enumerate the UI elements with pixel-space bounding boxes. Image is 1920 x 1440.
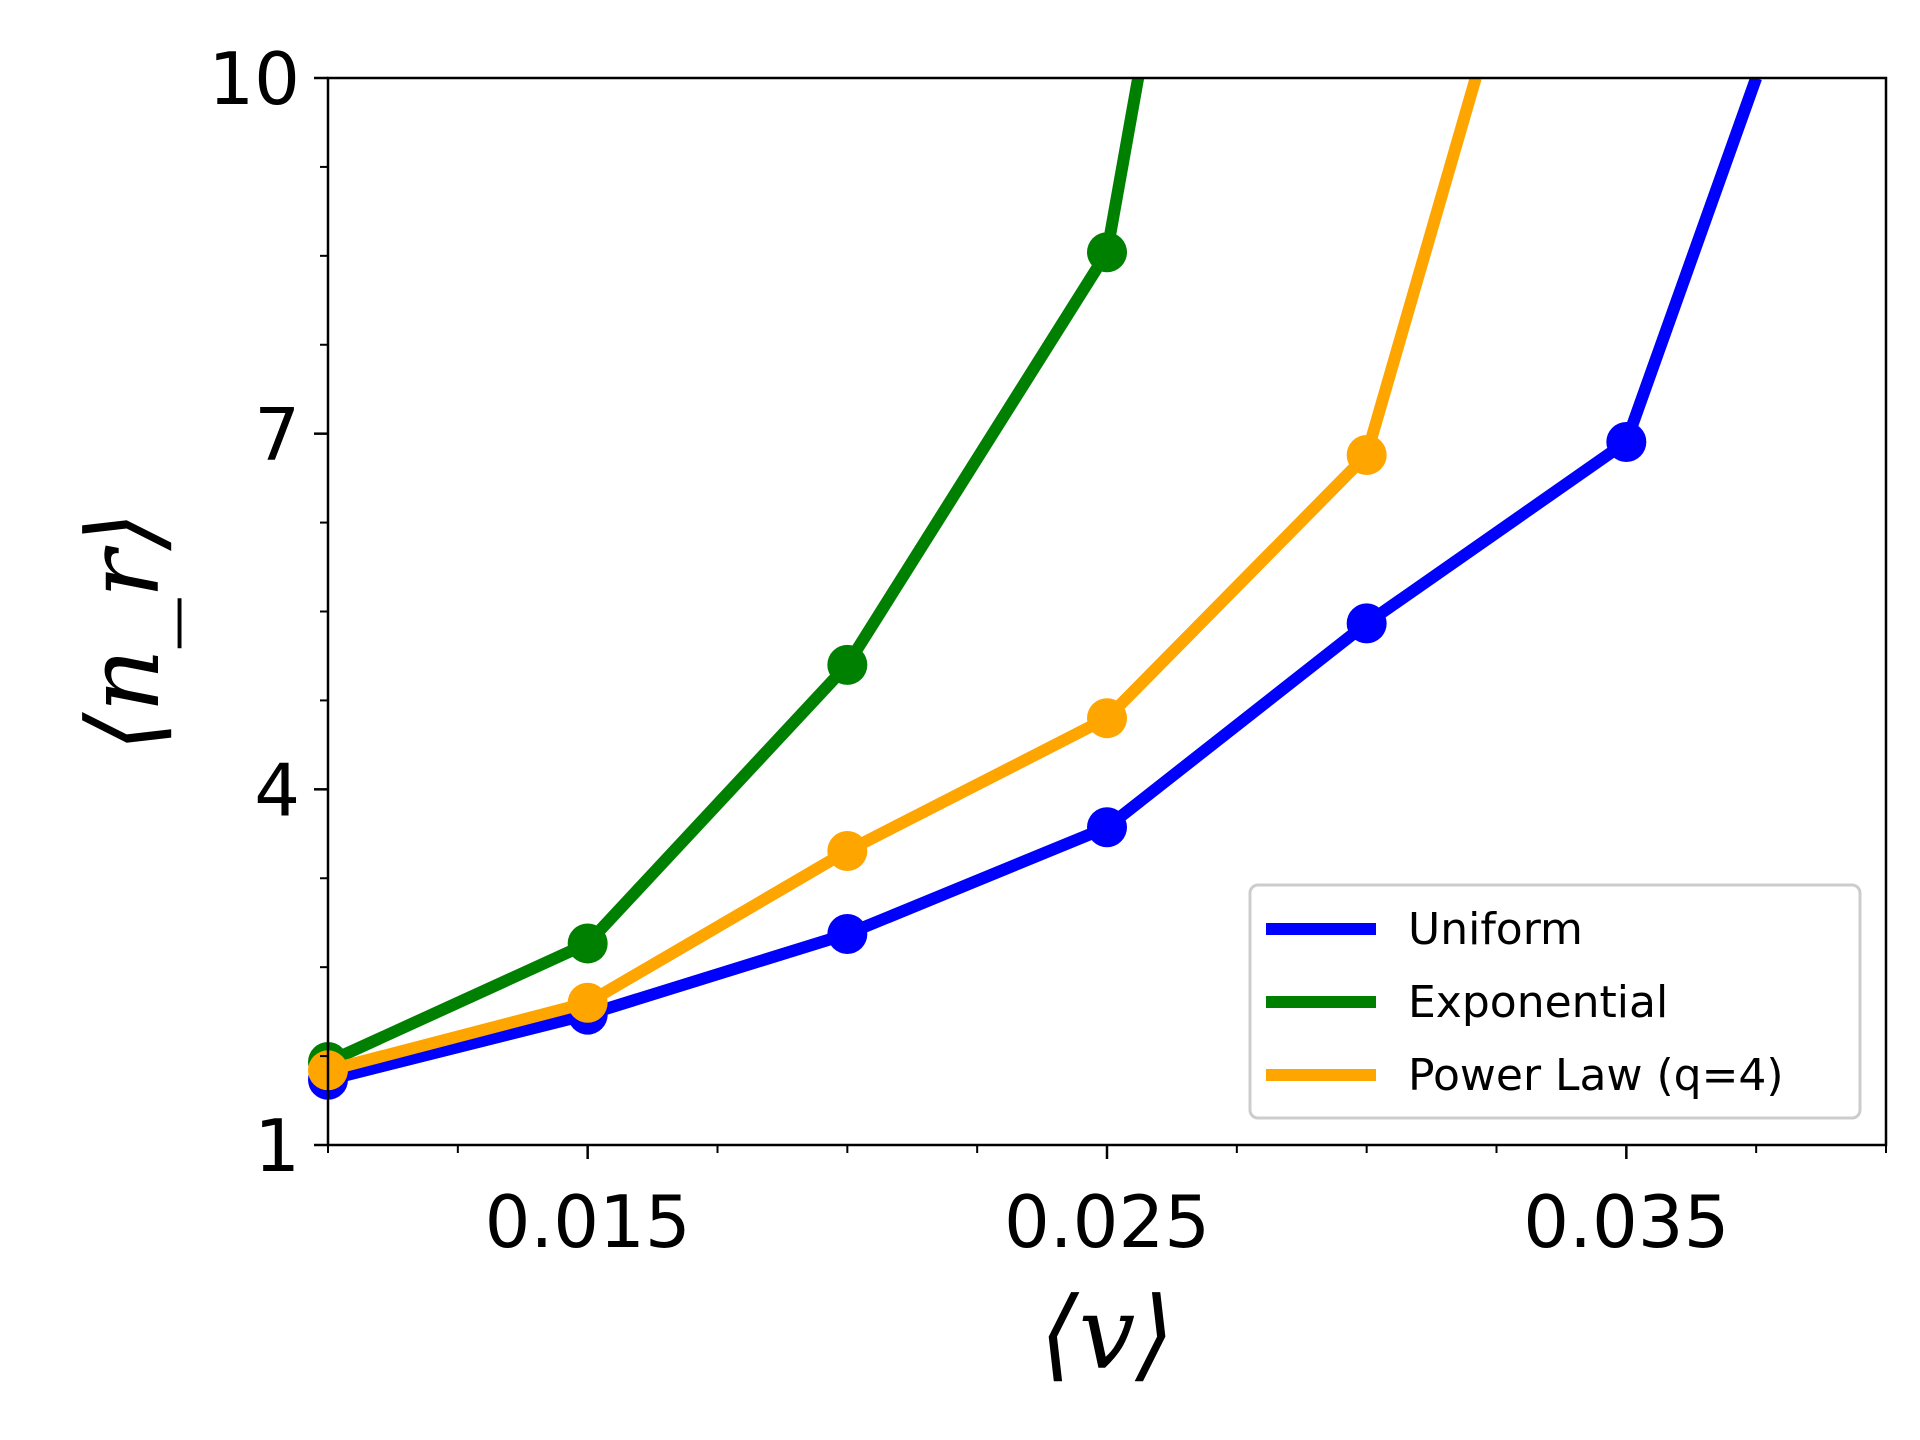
x-tick-label: 0.015 [485, 1180, 691, 1264]
data-point-power-law-q-4 [1087, 698, 1127, 739]
series-exponential [308, 78, 1145, 1083]
data-point-uniform [1087, 807, 1127, 848]
data-point-exponential [567, 923, 608, 964]
x-tick-label: 0.025 [1004, 1180, 1210, 1264]
series-line-power-law-q-4 [326, 78, 1482, 1077]
ticks-layer: 0.015 0.025 0.035 1 4 7 10 [208, 37, 1887, 1264]
series-layer [308, 78, 1762, 1100]
legend-box [1248, 883, 1862, 1120]
data-point-power-law-q-4 [567, 982, 608, 1023]
y-tick-label: 7 [254, 393, 300, 477]
data-point-uniform [1346, 603, 1387, 644]
legend-label: Power Law (q=4) [1408, 1050, 1784, 1101]
x-tick-label: 0.035 [1523, 1180, 1729, 1264]
data-point-exponential [1087, 232, 1127, 273]
legend-label: Exponential [1408, 977, 1668, 1028]
y-tick-label: 10 [208, 37, 300, 121]
legend: Uniform Exponential Power Law (q=4) [1248, 883, 1862, 1120]
x-axis-label: ⟨v⟩ [1040, 1275, 1175, 1392]
data-point-power-law-q-4 [1346, 435, 1387, 476]
data-point-power-law-q-4 [827, 830, 868, 871]
data-point-exponential [827, 644, 868, 685]
y-tick-label: 4 [254, 748, 300, 832]
series-power-law-q-4 [308, 78, 1482, 1091]
y-axis-label: ⟨n_r⟩ [65, 511, 182, 751]
y-tick-label: 1 [254, 1104, 300, 1188]
data-point-uniform [1606, 421, 1647, 462]
data-point-uniform [827, 913, 868, 954]
legend-label: Uniform [1408, 904, 1583, 955]
